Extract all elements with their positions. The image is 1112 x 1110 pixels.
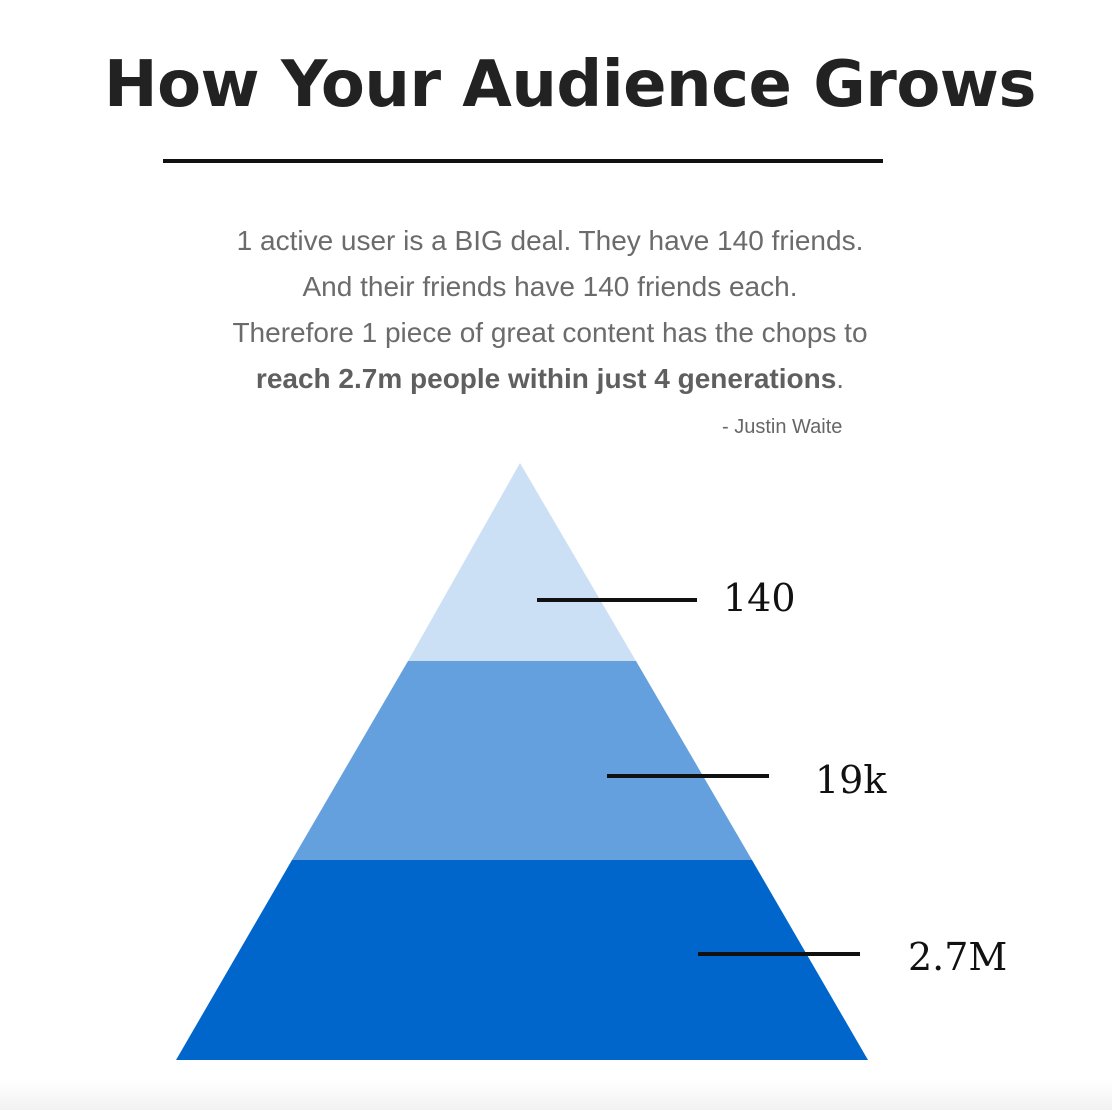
pyramid-label-middle: 19k [815, 758, 887, 802]
quote-end: . [836, 363, 845, 394]
quote-line-2: And their friends have 140 friends each. [302, 271, 798, 302]
title-divider [163, 159, 883, 163]
quote-block: 1 active user is a BIG deal. They have 1… [0, 218, 1100, 402]
bottom-edge [0, 1080, 1112, 1110]
quote-line-1: 1 active user is a BIG deal. They have 1… [236, 225, 864, 256]
quote-author: - Justin Waite [722, 416, 843, 438]
pyramid-label-bottom: 2.7M [908, 935, 1007, 979]
page-title: How Your Audience Grows [104, 48, 1037, 122]
pyramid-tier-middle [292, 661, 752, 860]
pyramid-tier-bottom [176, 860, 868, 1060]
quote-highlight: reach 2.7m people within just 4 generati… [255, 363, 837, 394]
pyramid-tier-top [408, 463, 636, 661]
quote-line-3: Therefore 1 piece of great content has t… [232, 317, 868, 348]
pyramid-label-top: 140 [723, 576, 796, 620]
quote-line-4: reach 2.7m people within just 4 generati… [0, 356, 1100, 402]
